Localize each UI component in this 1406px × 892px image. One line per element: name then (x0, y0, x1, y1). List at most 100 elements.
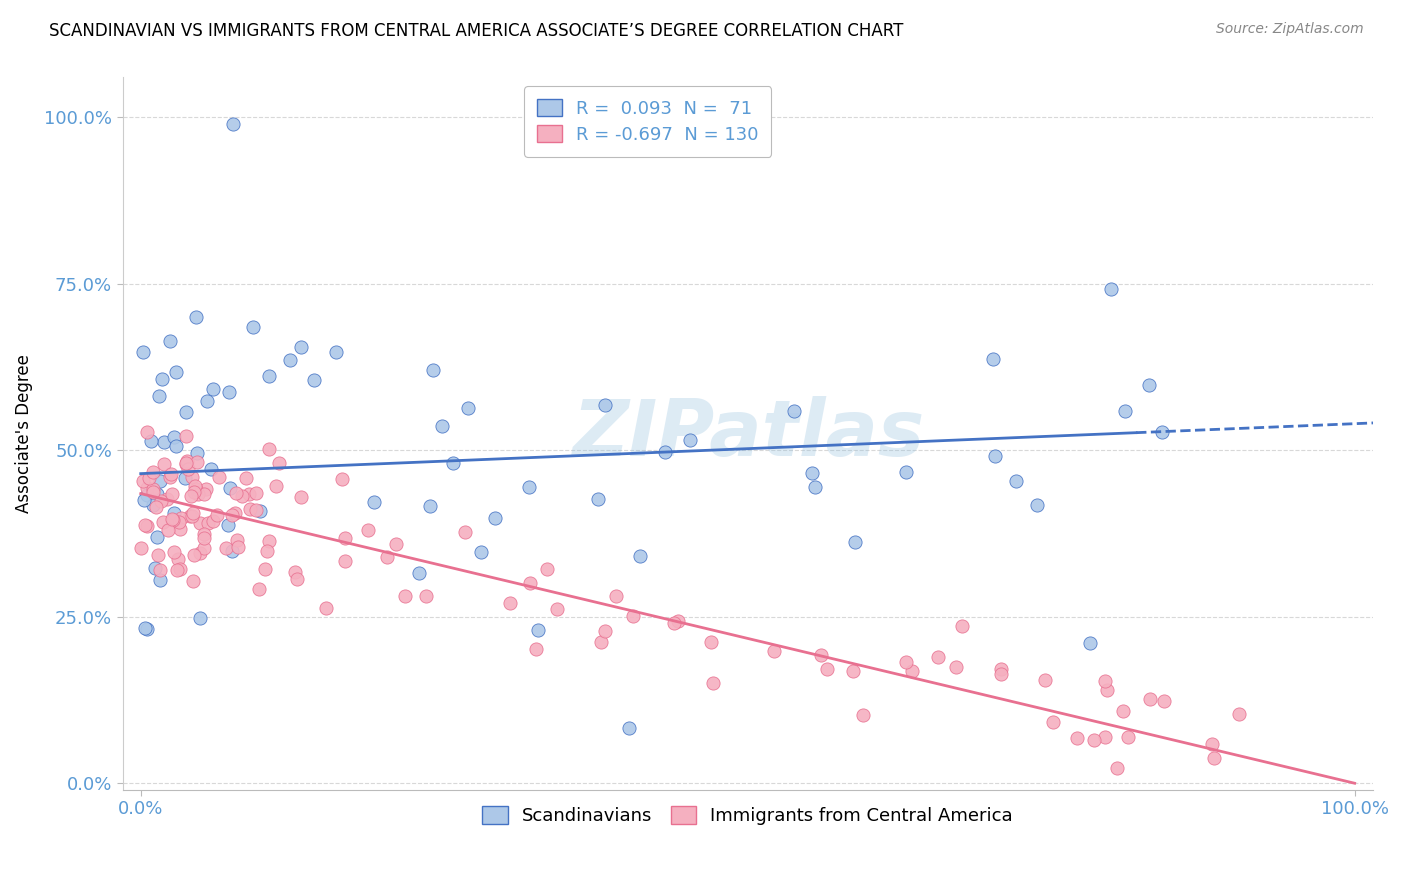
Point (950, 619, 973, 633)
Y-axis label: Associate's Degree: Associate's Degree (15, 354, 32, 513)
Point (193, 531, 215, 545)
Point (160, 511, 183, 525)
Point (163, 545, 186, 559)
Point (927, 650, 949, 665)
Point (242, 320, 264, 334)
Point (184, 479, 207, 493)
Point (142, 485, 165, 500)
Point (256, 544, 278, 558)
Point (238, 487, 260, 501)
Point (226, 533, 249, 548)
Point (208, 470, 231, 484)
Point (138, 471, 160, 485)
Point (810, 648, 832, 662)
Point (215, 541, 238, 555)
Point (136, 488, 159, 502)
Point (139, 434, 162, 448)
Point (524, 642, 547, 657)
Point (163, 430, 186, 444)
Point (193, 541, 215, 555)
Point (169, 522, 191, 536)
Point (536, 562, 558, 576)
Point (245, 486, 267, 500)
Point (134, 493, 156, 508)
Point (231, 490, 253, 504)
Point (333, 531, 356, 545)
Point (205, 508, 228, 523)
Point (1083, 733, 1105, 747)
Text: Source: ZipAtlas.com: Source: ZipAtlas.com (1216, 22, 1364, 37)
Point (1078, 636, 1101, 650)
Point (181, 574, 204, 589)
Point (302, 373, 325, 387)
Point (1112, 704, 1135, 718)
Point (628, 549, 651, 563)
Point (150, 494, 173, 508)
Point (247, 582, 270, 596)
Point (159, 334, 181, 348)
Point (132, 344, 155, 359)
Point (499, 597, 522, 611)
Point (325, 345, 347, 359)
Point (1033, 673, 1056, 688)
Point (284, 565, 307, 579)
Point (148, 389, 170, 403)
Point (146, 487, 169, 501)
Point (800, 466, 823, 480)
Point (163, 507, 186, 521)
Point (269, 456, 291, 470)
Point (174, 471, 197, 485)
Point (183, 549, 205, 563)
Point (195, 482, 218, 496)
Point (700, 635, 723, 649)
Point (219, 481, 242, 495)
Point (1202, 751, 1225, 765)
Point (201, 514, 224, 528)
Point (984, 449, 1007, 463)
Point (186, 446, 208, 460)
Point (315, 600, 337, 615)
Point (180, 470, 202, 484)
Point (842, 664, 865, 678)
Point (1201, 737, 1223, 751)
Point (804, 480, 827, 494)
Point (357, 523, 380, 537)
Point (162, 513, 184, 527)
Point (146, 530, 169, 544)
Point (415, 589, 437, 603)
Point (702, 676, 724, 690)
Point (896, 465, 918, 479)
Point (145, 500, 167, 514)
Point (134, 621, 156, 635)
Point (159, 470, 181, 484)
Point (945, 659, 967, 673)
Point (235, 471, 257, 485)
Point (894, 655, 917, 669)
Point (679, 434, 702, 448)
Point (1005, 474, 1028, 488)
Point (183, 485, 205, 500)
Point (470, 545, 492, 559)
Point (422, 363, 444, 377)
Point (264, 479, 287, 493)
Point (160, 467, 183, 481)
Point (195, 394, 218, 409)
Point (394, 589, 416, 603)
Point (990, 662, 1012, 676)
Point (180, 489, 202, 503)
Point (224, 506, 246, 520)
Point (132, 474, 155, 488)
Point (134, 517, 156, 532)
Point (1152, 425, 1174, 440)
Point (363, 495, 385, 509)
Point (187, 486, 209, 500)
Point (852, 708, 875, 723)
Point (135, 519, 157, 533)
Point (239, 501, 262, 516)
Point (149, 573, 172, 587)
Point (150, 372, 173, 386)
Point (160, 487, 183, 501)
Point (981, 352, 1004, 367)
Point (591, 634, 613, 648)
Point (143, 561, 166, 575)
